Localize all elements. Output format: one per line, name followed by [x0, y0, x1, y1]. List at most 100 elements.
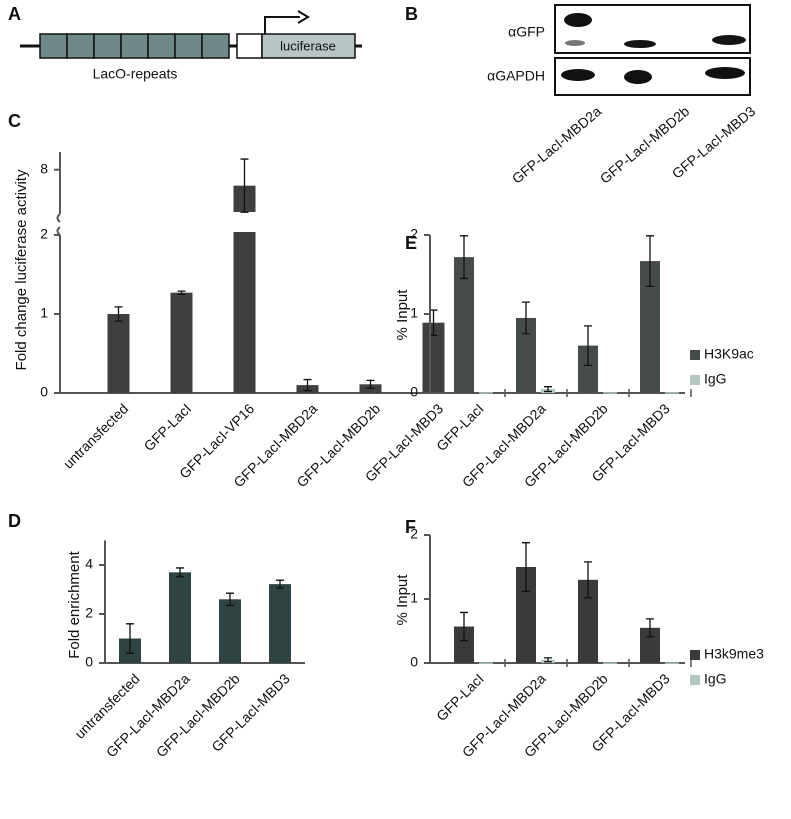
- y-axis-title: % Input: [394, 289, 411, 341]
- legend-label: H3K9ac: [704, 346, 754, 362]
- legend-label: IgG: [704, 371, 727, 387]
- bar: [454, 257, 474, 393]
- x-tick-label: GFP-LacI: [433, 670, 487, 724]
- bar: [665, 392, 679, 394]
- band: [561, 69, 595, 81]
- panel-label: A: [8, 4, 21, 24]
- bar: [422, 322, 445, 393]
- band: [624, 40, 656, 48]
- band: [565, 40, 585, 46]
- laco-box: [66, 33, 95, 59]
- bar: [516, 317, 536, 393]
- bar: [269, 584, 291, 663]
- bar: [169, 572, 191, 663]
- band: [712, 35, 746, 45]
- tss-arrow: [264, 16, 300, 34]
- legend-swatch: [690, 350, 700, 360]
- bar: [578, 345, 598, 393]
- panel-label: C: [8, 111, 21, 131]
- bar: [454, 626, 474, 663]
- y-tick-label: 2: [410, 526, 418, 542]
- error-bar: [460, 235, 468, 280]
- promoter-box: [236, 33, 263, 59]
- legend-swatch: [690, 375, 700, 385]
- luciferase-box: [261, 33, 356, 59]
- y-tick-label: 1: [40, 305, 48, 321]
- y-tick-label: 2: [410, 226, 418, 242]
- error-bar: [276, 579, 284, 589]
- error-bar: [226, 592, 234, 607]
- legend-swatch: [690, 650, 700, 660]
- y-axis-title: Fold enrichment: [66, 550, 83, 658]
- laco-box: [120, 33, 149, 59]
- panel-label: D: [8, 511, 21, 531]
- x-tick-label: untransfected: [60, 400, 131, 471]
- y-tick-label: 8: [40, 160, 48, 176]
- laco-label: LacO-repeats: [93, 66, 178, 82]
- panel-label: E: [405, 233, 417, 253]
- bar: [479, 392, 493, 394]
- y-tick-label: 1: [410, 305, 418, 321]
- error-bar: [126, 623, 134, 654]
- error-bar: [584, 325, 592, 366]
- bar: [578, 579, 598, 663]
- bar: [233, 232, 256, 393]
- error-bar: [646, 235, 654, 287]
- laco-box: [147, 33, 176, 59]
- x-tick-label: GFP-LacI: [141, 400, 195, 454]
- bar: [603, 392, 617, 394]
- axis-break: [56, 213, 61, 236]
- panel-label: B: [405, 4, 418, 24]
- bar: [640, 627, 660, 663]
- y-tick-label: 0: [410, 384, 418, 400]
- y-tick-label: 2: [40, 226, 48, 242]
- legend-swatch: [690, 675, 700, 685]
- bar: [603, 662, 617, 664]
- band: [705, 67, 745, 79]
- bar: [219, 599, 241, 663]
- error-bar: [544, 386, 552, 393]
- y-tick-label: 0: [85, 654, 93, 670]
- bar: [665, 662, 679, 664]
- bar: [516, 567, 536, 663]
- legend-label: IgG: [704, 671, 727, 687]
- y-tick-label: 1: [410, 590, 418, 606]
- error-bar: [303, 378, 312, 392]
- bar: [640, 261, 660, 393]
- laco-box: [174, 33, 203, 59]
- y-axis-title: Fold change luciferase activity: [13, 169, 30, 370]
- luciferase-label: luciferase: [280, 38, 336, 53]
- error-bar: [584, 561, 592, 599]
- band: [564, 13, 592, 27]
- band: [624, 70, 652, 84]
- error-bar: [366, 379, 375, 389]
- legend-label: H3k9me3: [704, 646, 764, 662]
- bar: [107, 314, 130, 393]
- y-tick-label: 4: [85, 556, 93, 572]
- bar: [170, 292, 193, 393]
- error-bar: [646, 618, 654, 638]
- blot-row-label: αGAPDH: [487, 68, 545, 84]
- error-bar: [114, 306, 123, 322]
- construct: luciferase LacO-repeats: [20, 10, 362, 82]
- western-blot: αGFP αGAPDH GFP-LacI-MBD2a GFP-LacI-MBD2…: [487, 4, 758, 187]
- panel-label: F: [405, 517, 416, 537]
- error-bar: [522, 542, 530, 592]
- y-axis-title: % Input: [394, 574, 411, 626]
- error-bar: [177, 290, 186, 295]
- error-bar: [240, 158, 249, 213]
- y-tick-label: 0: [40, 384, 48, 400]
- error-bar: [544, 657, 552, 663]
- laco-box: [39, 33, 68, 59]
- x-tick-label: GFP-LacI-MBD2a: [103, 670, 193, 760]
- laco-box: [93, 33, 122, 59]
- error-bar: [176, 567, 184, 578]
- blot-row-label: αGFP: [508, 24, 545, 40]
- x-tick-label: GFP-LacI-MBD2b: [153, 670, 243, 760]
- error-bar: [522, 301, 530, 335]
- arrowhead: [297, 10, 310, 24]
- laco-box: [201, 33, 230, 59]
- y-tick-label: 2: [85, 605, 93, 621]
